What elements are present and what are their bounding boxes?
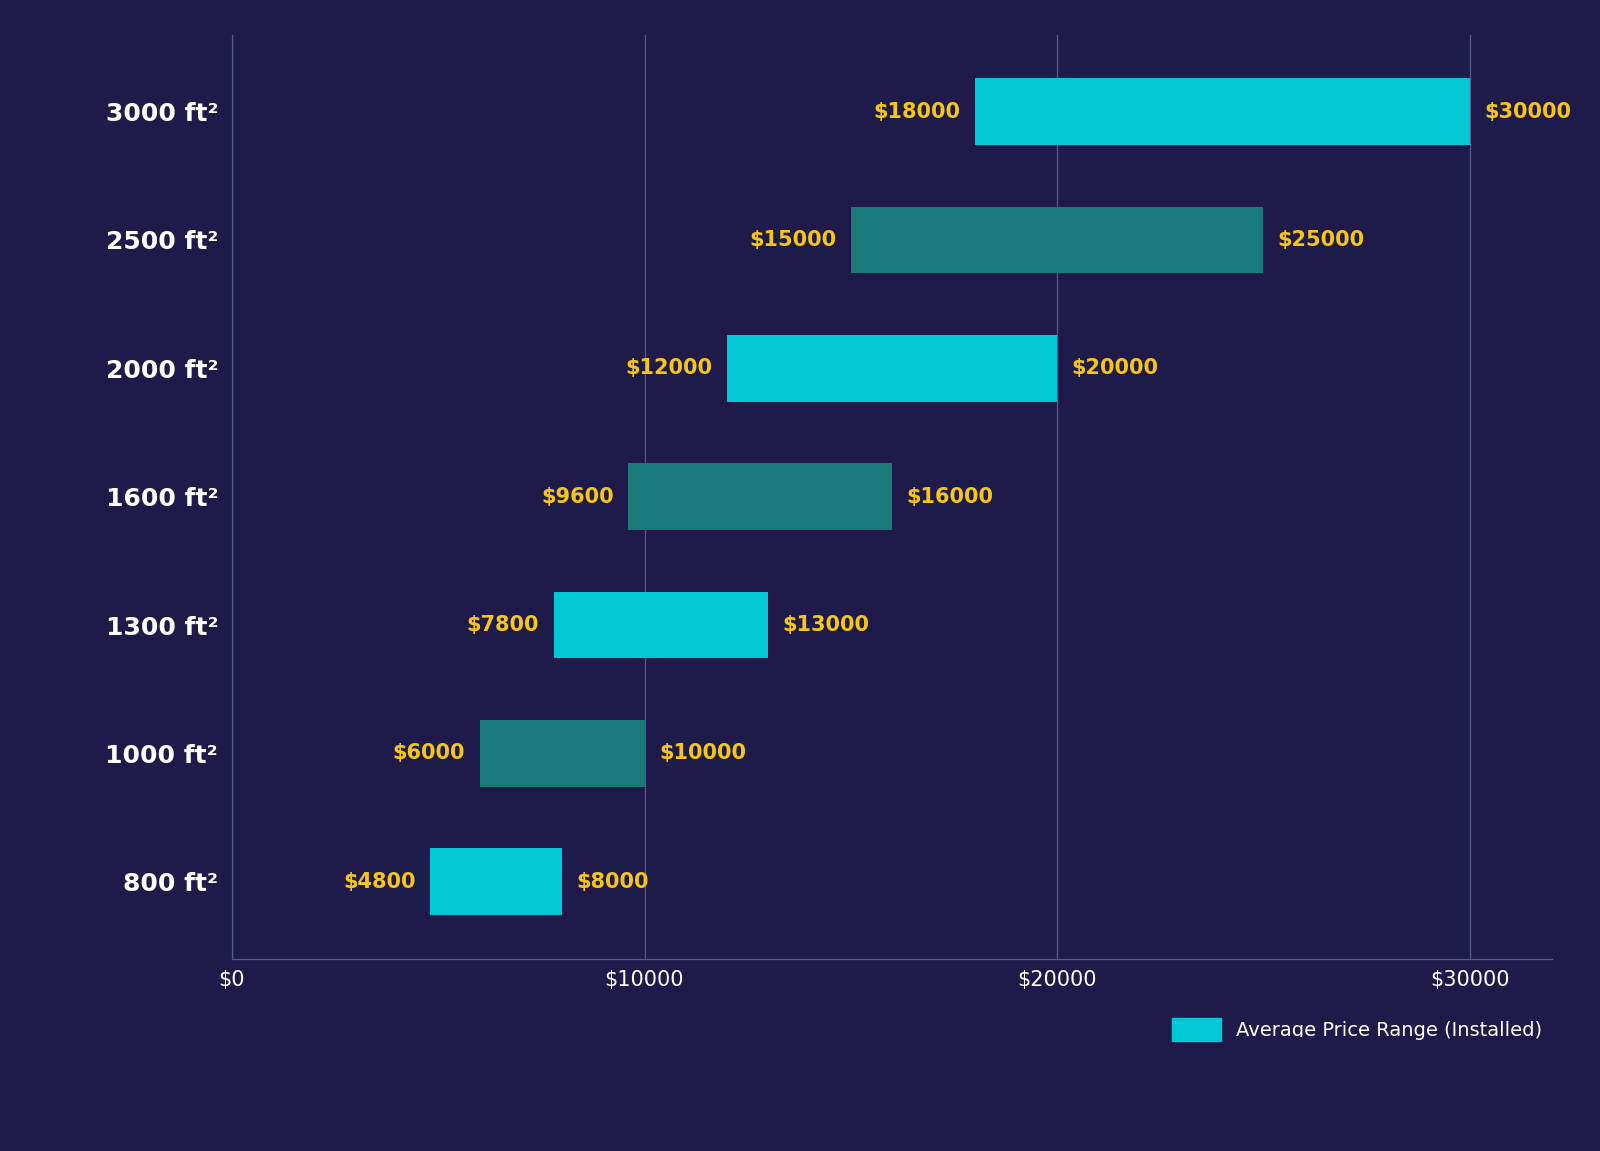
Text: $12000: $12000 <box>626 358 712 379</box>
Text: $25000: $25000 <box>1278 230 1365 250</box>
Text: Cost to Rewire a House Per Square Foot: Cost to Rewire a House Per Square Foot <box>174 1035 1426 1089</box>
Text: $13000: $13000 <box>782 615 870 635</box>
Text: $9600: $9600 <box>541 487 613 506</box>
Legend: Average Price Range (Installed): Average Price Range (Installed) <box>1171 1017 1542 1042</box>
Text: $6000: $6000 <box>392 744 466 763</box>
Text: $20000: $20000 <box>1072 358 1158 379</box>
Bar <box>974 78 1469 145</box>
Bar <box>627 464 893 529</box>
Text: $18000: $18000 <box>874 101 960 122</box>
Text: $7800: $7800 <box>467 615 539 635</box>
Bar <box>430 848 562 915</box>
Text: $10000: $10000 <box>659 744 746 763</box>
Text: $15000: $15000 <box>749 230 837 250</box>
Text: $30000: $30000 <box>1483 101 1571 122</box>
Bar <box>726 335 1058 402</box>
Text: $8000: $8000 <box>576 871 650 892</box>
Bar <box>480 721 645 787</box>
Text: $4800: $4800 <box>342 871 416 892</box>
Text: $16000: $16000 <box>907 487 994 506</box>
Bar <box>851 206 1264 273</box>
Bar <box>554 592 768 658</box>
